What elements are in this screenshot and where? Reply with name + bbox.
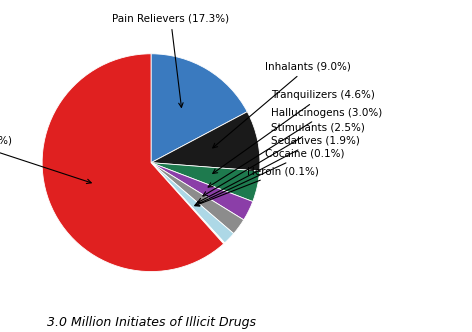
Wedge shape — [42, 54, 224, 272]
Text: 3.0 Million Initiates of Illicit Drugs: 3.0 Million Initiates of Illicit Drugs — [47, 316, 255, 329]
Text: Marijuana (61.8%): Marijuana (61.8%) — [0, 136, 91, 184]
Text: Pain Relievers (17.3%): Pain Relievers (17.3%) — [112, 14, 229, 107]
Text: Heroin (0.1%): Heroin (0.1%) — [195, 166, 319, 206]
Wedge shape — [151, 163, 260, 202]
Wedge shape — [151, 54, 247, 163]
Wedge shape — [151, 163, 234, 243]
Text: Hallucinogens (3.0%): Hallucinogens (3.0%) — [208, 108, 382, 187]
Text: Cocaine (0.1%): Cocaine (0.1%) — [195, 149, 345, 206]
Wedge shape — [151, 163, 224, 244]
Wedge shape — [151, 163, 244, 234]
Wedge shape — [151, 163, 225, 243]
Text: Tranquilizers (4.6%): Tranquilizers (4.6%) — [213, 90, 375, 173]
Text: Sedatives (1.9%): Sedatives (1.9%) — [198, 136, 360, 203]
Wedge shape — [151, 163, 253, 220]
Text: Inhalants (9.0%): Inhalants (9.0%) — [213, 62, 351, 148]
Text: Stimulants (2.5%): Stimulants (2.5%) — [203, 123, 365, 196]
Wedge shape — [151, 112, 260, 171]
